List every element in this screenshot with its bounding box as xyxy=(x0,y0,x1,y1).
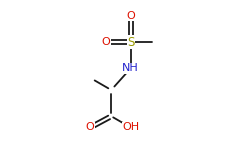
Text: O: O xyxy=(86,123,95,132)
Text: O: O xyxy=(126,11,135,21)
Text: NH: NH xyxy=(122,63,139,73)
Text: O: O xyxy=(102,37,110,47)
Text: S: S xyxy=(127,36,135,48)
Text: OH: OH xyxy=(122,123,139,132)
